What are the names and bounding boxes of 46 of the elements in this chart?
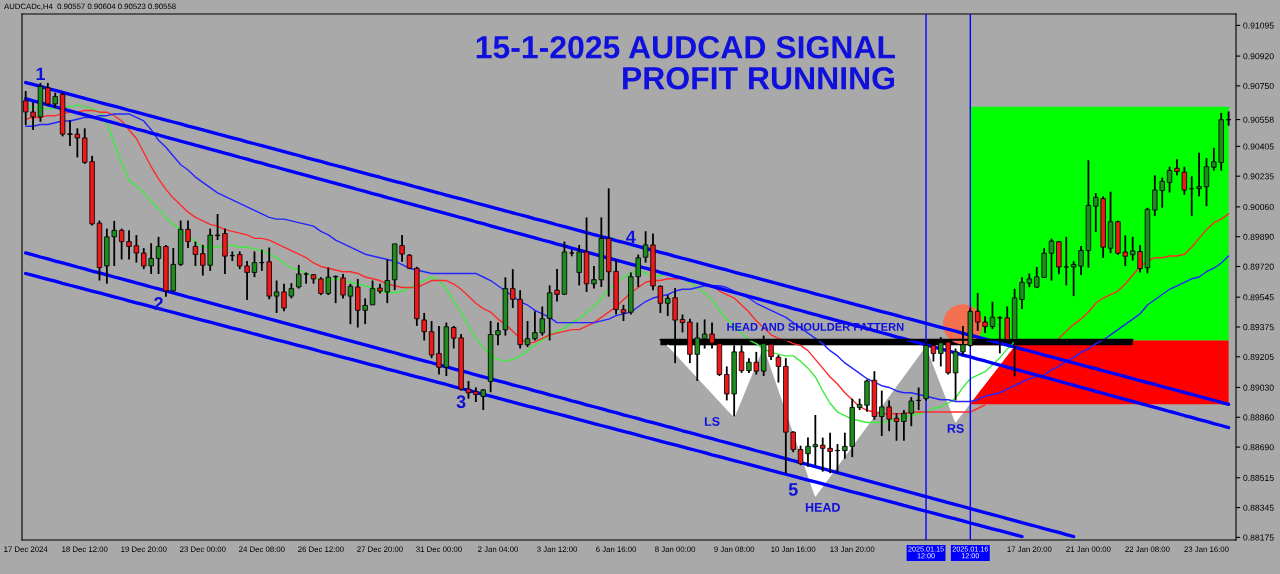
candlestick — [155, 235, 162, 275]
y-tick-label: 0.88690 — [1243, 444, 1274, 451]
annotation: 5 — [788, 483, 798, 496]
candlestick — [1048, 237, 1055, 282]
annotation: 1 — [36, 67, 45, 81]
candlestick — [1063, 235, 1069, 287]
candlestick — [251, 250, 258, 279]
annotation: 3 — [456, 395, 466, 409]
y-tick-label: 0.88860 — [1243, 414, 1274, 421]
candlestick — [192, 240, 199, 267]
y-tick-label: 0.89030 — [1243, 384, 1274, 391]
candlestick — [1225, 110, 1232, 127]
y-tick-label: 0.88345 — [1243, 504, 1274, 511]
annotation: LS — [704, 417, 720, 426]
candlestick — [303, 271, 309, 285]
candlestick — [576, 244, 582, 287]
candlestick — [421, 312, 427, 342]
text: 15-1-2025 AUDCAD SIGNAL — [476, 35, 896, 59]
candlestick — [296, 263, 302, 290]
y-tick-label: 0.90920 — [1243, 53, 1274, 60]
annotation: HEAD — [805, 503, 840, 512]
candlestick — [1203, 157, 1210, 208]
annotation: 4 — [626, 230, 636, 244]
annotation: 2 — [154, 297, 163, 310]
candlestick — [1196, 151, 1202, 198]
y-tick-label: 0.89545 — [1243, 294, 1274, 301]
y-tick-label: 0.90558 — [1243, 116, 1274, 123]
candlestick — [989, 300, 996, 331]
y-tick-label: 0.89375 — [1243, 324, 1274, 331]
y-tick-label: 0.90405 — [1243, 143, 1274, 150]
candlestick — [775, 354, 782, 384]
y-tick-label: 0.89890 — [1243, 233, 1274, 240]
y-tick-label: 0.88175 — [1243, 534, 1274, 541]
candlestick — [893, 412, 900, 442]
y-tick-label: 0.91095 — [1243, 22, 1274, 29]
y-tick-label: 0.90750 — [1243, 82, 1274, 90]
y-tick-label: 0.88515 — [1243, 474, 1274, 481]
y-tick-label: 0.90235 — [1243, 173, 1274, 180]
y-tick-label: 0.89205 — [1243, 353, 1274, 360]
y-tick-label: 0.89720 — [1243, 263, 1274, 270]
y-tick-label: 0.90060 — [1243, 203, 1274, 211]
candlestick — [369, 279, 376, 306]
annotation: RS — [947, 424, 964, 433]
text: PROFIT RUNNING — [623, 66, 895, 90]
candlestick — [524, 320, 531, 348]
candlestick — [1181, 165, 1188, 196]
